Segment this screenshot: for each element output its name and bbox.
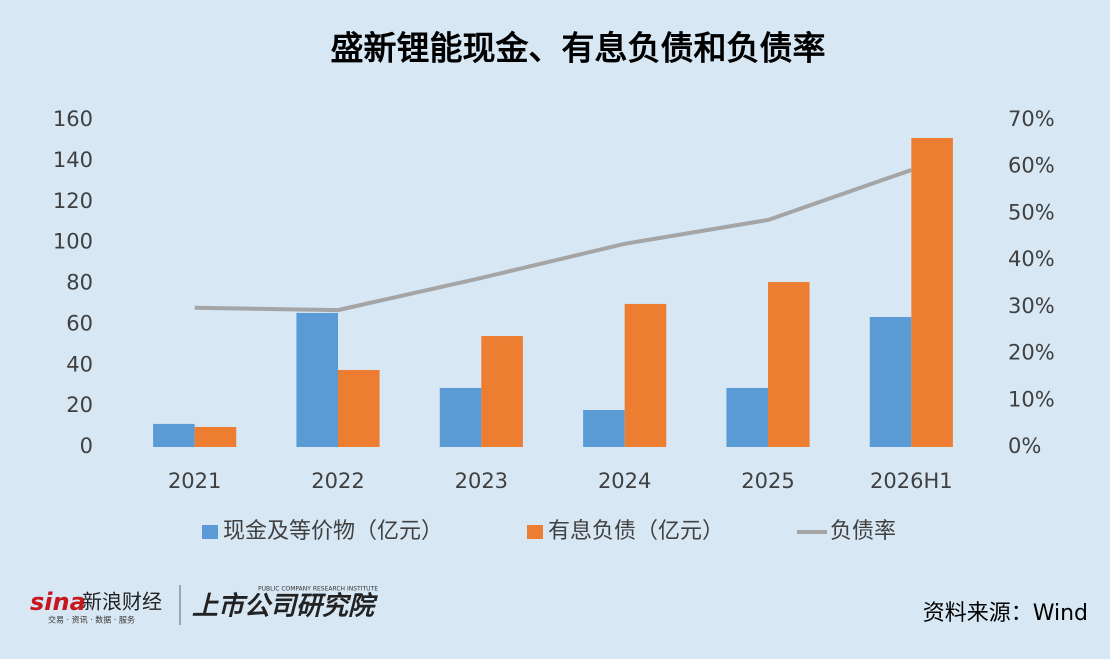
bar <box>726 387 768 447</box>
bar <box>296 312 338 447</box>
bar <box>194 426 237 447</box>
x-tick-label: 2025 <box>741 469 794 493</box>
legend-swatch <box>527 525 543 539</box>
y-tick-label: 80 <box>66 271 93 295</box>
y-tick-label: 140 <box>53 148 93 172</box>
source: 资料来源：Wind <box>923 601 1088 626</box>
bar <box>481 336 523 447</box>
y-tick-label: 120 <box>53 189 93 213</box>
bar <box>869 317 912 447</box>
x-tick-label: 2026H1 <box>870 469 953 493</box>
bar <box>439 387 482 447</box>
x-tick-label: 2022 <box>311 469 364 493</box>
bar <box>624 303 667 447</box>
legend-label: 负债率 <box>830 519 896 544</box>
y2-tick-label: 50% <box>1008 200 1055 224</box>
sina-name: 新浪财经 <box>82 590 162 614</box>
y-tick-label: 40 <box>66 352 93 376</box>
bar <box>768 282 810 447</box>
bar <box>153 423 195 447</box>
y-tick-label: 100 <box>53 230 93 254</box>
bar <box>583 410 625 447</box>
sina-logo: sina <box>30 588 86 616</box>
bar <box>911 137 953 448</box>
x-tick-label: 2021 <box>168 469 221 493</box>
legend-swatch <box>202 525 218 539</box>
sina-slogan: 交易 · 资讯 · 数据 · 服务 <box>48 615 135 625</box>
y2-tick-label: 0% <box>1008 434 1041 458</box>
x-tick-label: 2024 <box>598 469 651 493</box>
x-tick-label: 2023 <box>455 469 508 493</box>
legend-label: 有息负债（亿元） <box>548 519 724 544</box>
bar <box>338 369 380 447</box>
chart-title: 盛新锂能现金、有息负债和负债率 <box>331 29 826 68</box>
y2-tick-label: 60% <box>1008 154 1055 178</box>
footer-logo: sina 新浪财经 交易 · 资讯 · 数据 · 服务 上市公司研究院 PUBL… <box>30 585 378 625</box>
y2-tick-label: 20% <box>1008 341 1055 365</box>
institute: 上市公司研究院 <box>192 592 378 622</box>
y-tick-label: 20 <box>66 393 93 417</box>
institute-en: PUBLIC COMPANY RESEARCH INSTITUTE <box>258 586 378 593</box>
y2-tick-label: 30% <box>1008 294 1055 318</box>
y-tick-label: 0 <box>80 434 93 458</box>
y2-tick-label: 70% <box>1008 107 1055 131</box>
y-tick-label: 60 <box>66 311 93 335</box>
y2-tick-label: 40% <box>1008 247 1055 271</box>
line <box>194 168 912 313</box>
y2-tick-label: 10% <box>1008 387 1055 411</box>
y-tick-label: 160 <box>53 107 93 131</box>
legend-label: 现金及等价物（亿元） <box>223 519 443 544</box>
